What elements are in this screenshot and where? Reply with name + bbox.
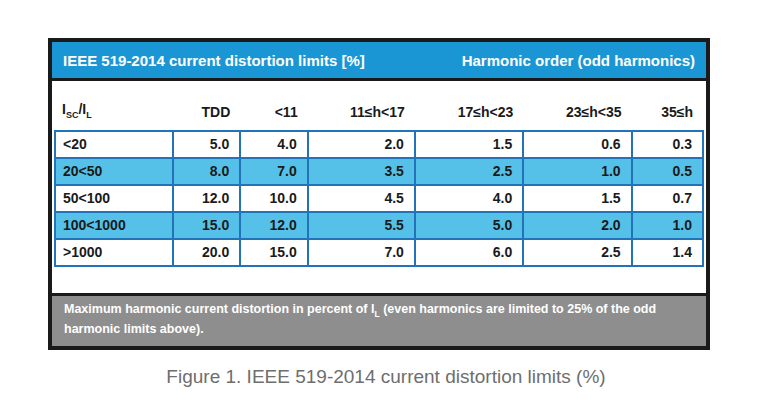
column-header-23-35: 23≤h<35 xyxy=(523,81,631,131)
value-cell: 2.0 xyxy=(523,212,631,239)
row-label: <20 xyxy=(55,131,173,158)
figure-page: IEEE 519-2014 current distortion limits … xyxy=(0,0,772,409)
row-label: >1000 xyxy=(55,239,173,266)
value-cell: 15.0 xyxy=(240,239,307,266)
table-row: <20 5.0 4.0 2.0 1.5 0.6 0.3 xyxy=(55,131,703,158)
table-title-bar: IEEE 519-2014 current distortion limits … xyxy=(52,42,706,81)
value-cell: 0.7 xyxy=(632,185,703,212)
value-cell: 1.5 xyxy=(523,185,631,212)
column-header-11-17: 11≤h<17 xyxy=(308,81,415,131)
value-cell: 4.5 xyxy=(308,185,415,212)
distortion-limits-table: IEEE 519-2014 current distortion limits … xyxy=(48,38,710,350)
column-header-17-23: 17≤h<23 xyxy=(415,81,523,131)
column-group-title: Harmonic order (odd harmonics) xyxy=(462,52,695,69)
column-header-35up: 35≤h xyxy=(632,81,703,131)
table-title: IEEE 519-2014 current distortion limits … xyxy=(63,52,365,69)
value-cell: 12.0 xyxy=(240,212,307,239)
value-cell: 5.0 xyxy=(173,131,240,158)
value-cell: 2.5 xyxy=(415,158,523,185)
table-row: >1000 20.0 15.0 7.0 6.0 2.5 1.4 xyxy=(55,239,703,266)
value-cell: 2.5 xyxy=(523,239,631,266)
row-label: 20<50 xyxy=(55,158,173,185)
column-header-tdd: TDD xyxy=(173,81,240,131)
column-header-lt11: <11 xyxy=(240,81,307,131)
value-cell: 4.0 xyxy=(415,185,523,212)
table-row: 20<50 8.0 7.0 3.5 2.5 1.0 0.5 xyxy=(55,158,703,185)
table-footnote: Maximum harmonic current distortion in p… xyxy=(52,293,706,346)
value-cell: 1.0 xyxy=(632,212,703,239)
value-cell: 2.0 xyxy=(308,131,415,158)
value-cell: 7.0 xyxy=(308,239,415,266)
value-cell: 20.0 xyxy=(173,239,240,266)
value-cell: 1.0 xyxy=(523,158,631,185)
table-body: ISC/IL TDD <11 11≤h<17 17≤h<23 23≤h<35 3… xyxy=(52,81,706,293)
value-cell: 0.5 xyxy=(632,158,703,185)
column-header-isc-il: ISC/IL xyxy=(55,81,173,131)
row-label: 100<1000 xyxy=(55,212,173,239)
footnote-text: Maximum harmonic current distortion in p… xyxy=(64,302,374,316)
value-cell: 1.5 xyxy=(415,131,523,158)
figure-caption: Figure 1. IEEE 519-2014 current distorti… xyxy=(0,366,772,388)
value-cell: 3.5 xyxy=(308,158,415,185)
value-cell: 5.5 xyxy=(308,212,415,239)
limits-grid: ISC/IL TDD <11 11≤h<17 17≤h<23 23≤h<35 3… xyxy=(54,81,704,267)
table-row: 50<100 12.0 10.0 4.5 4.0 1.5 0.7 xyxy=(55,185,703,212)
column-header-row: ISC/IL TDD <11 11≤h<17 17≤h<23 23≤h<35 3… xyxy=(55,81,703,131)
value-cell: 6.0 xyxy=(415,239,523,266)
value-cell: 4.0 xyxy=(240,131,307,158)
table-row: 100<1000 15.0 12.0 5.5 5.0 2.0 1.0 xyxy=(55,212,703,239)
value-cell: 12.0 xyxy=(173,185,240,212)
value-cell: 8.0 xyxy=(173,158,240,185)
value-cell: 15.0 xyxy=(173,212,240,239)
value-cell: 0.6 xyxy=(523,131,631,158)
value-cell: 10.0 xyxy=(240,185,307,212)
value-cell: 0.3 xyxy=(632,131,703,158)
row-label: 50<100 xyxy=(55,185,173,212)
value-cell: 1.4 xyxy=(632,239,703,266)
value-cell: 7.0 xyxy=(240,158,307,185)
value-cell: 5.0 xyxy=(415,212,523,239)
